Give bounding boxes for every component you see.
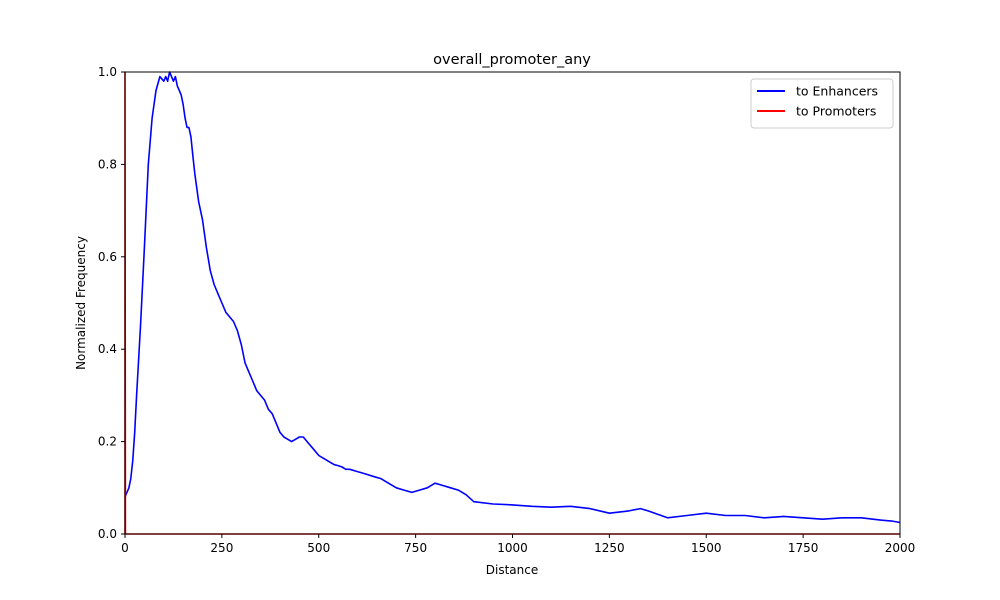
y-tick-label: 0.8 — [98, 157, 117, 171]
legend-label-enhancers: to Enhancers — [796, 84, 878, 99]
y-axis-label: Normalized Frequency — [74, 236, 88, 370]
plot-frame — [124, 71, 901, 535]
x-axis-ticks: 0 250 500 750 1000 1250 1500 1750 2000 — [121, 534, 915, 555]
x-tick-label: 1000 — [497, 541, 528, 555]
series-layer — [124, 71, 901, 535]
x-axis-label: Distance — [486, 563, 538, 577]
x-tick-label: 750 — [404, 541, 427, 555]
x-tick-label: 1750 — [788, 541, 819, 555]
y-tick-label: 0.4 — [98, 342, 117, 356]
legend-box — [750, 78, 894, 129]
y-axis-ticks: 0.0 0.2 0.4 0.6 0.8 1.0 — [98, 65, 125, 541]
x-tick-label: 2000 — [885, 541, 916, 555]
x-tick-label: 500 — [307, 541, 330, 555]
x-tick-label: 0 — [121, 541, 129, 555]
x-tick-label: 1250 — [594, 541, 625, 555]
series-line-to-promoters — [124, 71, 900, 535]
series-line-to-enhancers — [124, 71, 901, 524]
x-tick-label: 250 — [210, 541, 233, 555]
y-tick-label: 0.0 — [98, 527, 117, 541]
chart-title: overall_promoter_any — [433, 52, 591, 68]
y-tick-label: 0.6 — [98, 250, 117, 264]
legend: to Enhancers to Promoters — [750, 78, 894, 129]
x-tick-label: 1500 — [691, 541, 722, 555]
legend-label-promoters: to Promoters — [796, 104, 876, 119]
y-tick-label: 0.2 — [98, 435, 117, 449]
y-tick-label: 1.0 — [98, 65, 117, 79]
